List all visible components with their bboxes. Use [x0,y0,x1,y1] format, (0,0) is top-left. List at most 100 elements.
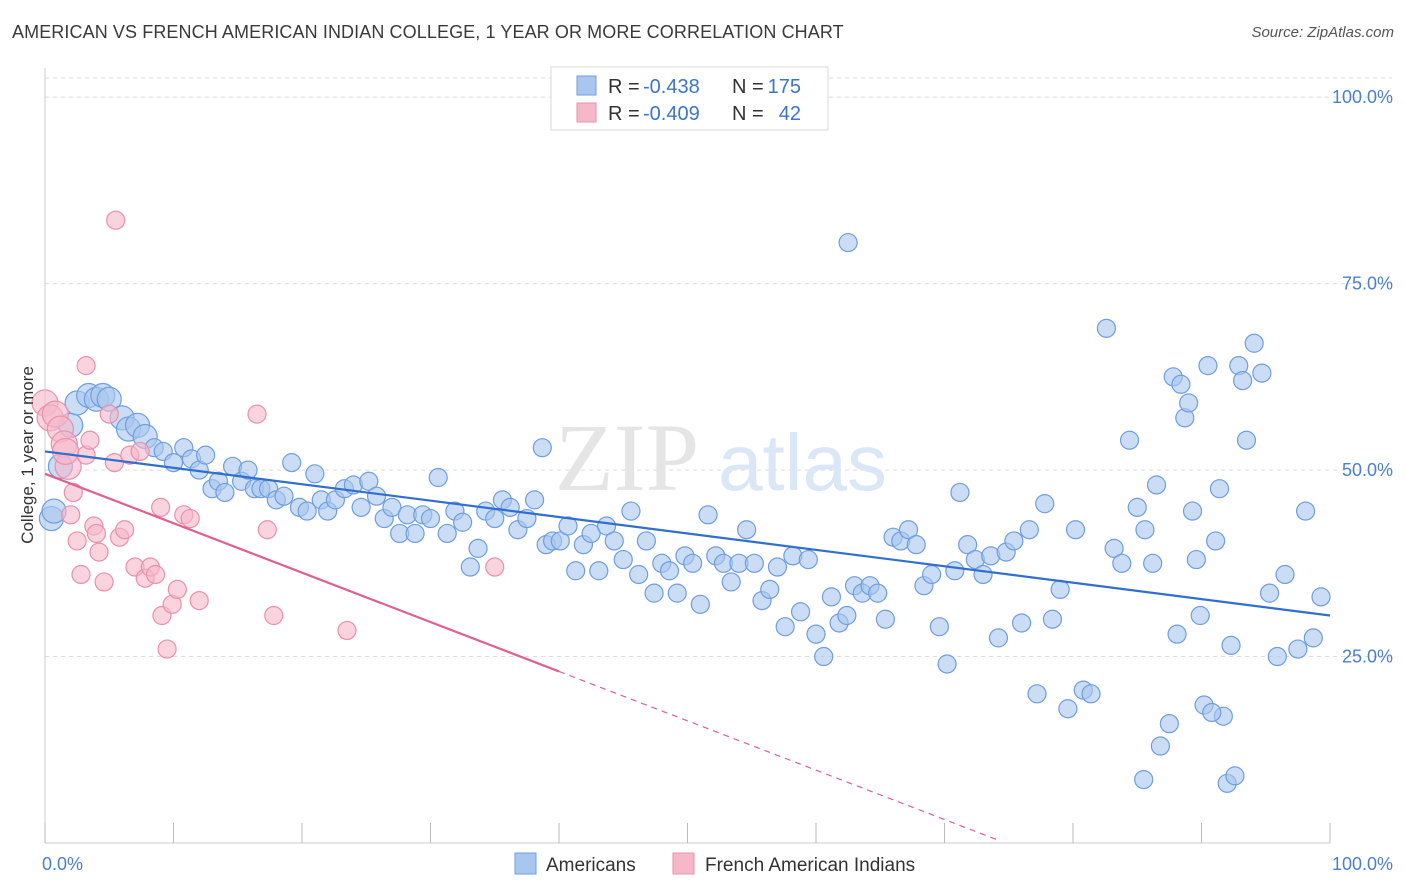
american-point-112 [906,535,926,555]
chart-title: AMERICAN VS FRENCH AMERICAN INDIAN COLLE… [12,22,844,42]
french-point-7 [67,531,87,551]
american-point-57 [485,508,505,529]
american-point-81 [667,583,687,603]
french-point-10 [80,430,100,450]
french-point-39 [61,505,81,525]
american-point-153 [1221,635,1241,655]
top-legend-box [550,66,829,131]
legend-r-value-1: -0.438 [643,76,700,98]
american-point-137 [1096,318,1117,338]
american-point-135 [1081,684,1101,704]
american-point-141 [1127,497,1147,517]
american-point-145 [1159,714,1179,734]
french-point-17 [115,520,135,540]
french-point-38 [51,437,80,466]
american-point-99 [806,624,826,644]
american-point-103 [837,605,857,626]
french-point-25 [157,639,177,659]
y-tick-label-3: 100.0% [1332,87,1393,107]
regression-line-americans [44,450,1331,617]
french-point-32 [257,520,277,540]
french-point-6 [63,482,83,503]
top-legend: R = -0.438 N = 175 R = -0.409 N = 42 [550,66,829,131]
american-point-22 [215,482,235,503]
y-tick-label-1: 50.0% [1342,460,1393,480]
american-point-51 [437,523,457,544]
american-point-42 [366,486,387,506]
american-point-140 [1119,430,1140,450]
american-point-49 [420,508,441,529]
french-point-30 [189,590,209,611]
source-label: Source: ZipAtlas.com [1251,24,1394,41]
regression-line-french [44,472,560,673]
series-french-american-indians [31,210,505,659]
american-point-91 [744,553,764,573]
french-point-37 [76,356,96,376]
american-point-127 [1019,520,1039,540]
american-point-30 [274,486,294,506]
american-point-169 [1179,393,1199,413]
legend-n-label-2: N = [732,103,764,125]
american-point-33 [297,501,317,521]
french-point-8 [71,564,91,585]
bottom-legend-label-americans: Americans [546,855,636,876]
american-point-159 [1267,646,1287,667]
french-point-34 [337,620,357,641]
american-point-114 [922,564,942,585]
american-point-173 [1209,479,1230,499]
bottom-legend: Americans French American Indians [514,852,915,876]
american-point-162 [1295,501,1316,521]
french-point-12 [89,542,109,562]
american-point-66 [550,531,570,551]
american-point-146 [1167,624,1187,644]
french-point-29 [180,508,200,529]
american-point-54 [460,557,480,577]
american-point-44 [382,497,402,517]
y-tick-label-0: 25.0% [1342,647,1393,667]
american-point-70 [581,523,601,544]
american-point-130 [1042,609,1063,629]
american-point-129 [1035,494,1055,514]
american-point-150 [1198,356,1218,376]
american-point-84 [690,594,710,614]
american-point-165 [1134,770,1154,790]
american-point-160 [1275,564,1295,585]
american-point-73 [604,531,624,551]
american-point-121 [973,564,993,585]
american-point-108 [875,609,895,629]
american-point-138 [1104,538,1124,558]
french-point-31 [247,404,267,424]
american-point-77 [636,531,656,551]
legend-n-value-1: 175 [768,76,801,98]
american-point-125 [1004,531,1024,551]
american-point-78 [644,583,664,603]
french-point-27 [167,579,187,600]
bottom-legend-label-french: French American Indians [705,855,915,876]
legend-swatch-americans [576,75,597,96]
x-tick-label-1: 100.0% [1332,854,1393,874]
american-point-31 [282,453,302,473]
y-tick-label-2: 75.0% [1342,274,1393,294]
american-point-90 [737,520,757,540]
x-tick-label-0: 0.0% [42,854,83,874]
legend-r-value-2: -0.409 [643,103,700,125]
legend-n-value-2: 42 [779,103,801,125]
american-point-116 [937,654,957,674]
american-point-80 [659,561,680,581]
french-point-14 [99,404,119,424]
american-point-118 [950,482,970,503]
american-point-74 [613,549,633,570]
american-point-115 [929,617,949,637]
regression-lines [44,450,1331,840]
american-point-176 [1233,370,1253,391]
american-point-98 [798,549,818,570]
french-point-23 [145,564,166,585]
american-point-164 [1311,587,1331,607]
american-point-157 [1252,363,1272,383]
regression-extension-french [558,670,997,840]
american-point-175 [1225,766,1245,786]
american-point-155 [1236,430,1257,450]
american-point-62 [524,490,545,510]
american-point-170 [1186,549,1206,570]
american-point-132 [1058,699,1078,719]
